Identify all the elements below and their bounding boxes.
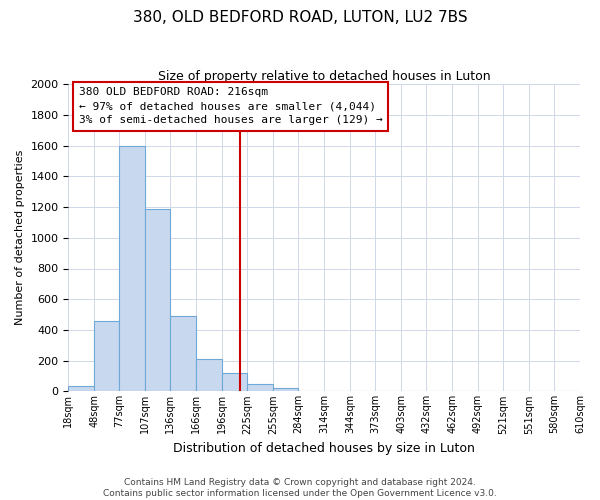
Bar	[273, 388, 298, 392]
Title: Size of property relative to detached houses in Luton: Size of property relative to detached ho…	[158, 70, 491, 83]
Text: Contains HM Land Registry data © Crown copyright and database right 2024.
Contai: Contains HM Land Registry data © Crown c…	[103, 478, 497, 498]
Bar	[196, 359, 222, 392]
Text: 380 OLD BEDFORD ROAD: 216sqm
← 97% of detached houses are smaller (4,044)
3% of : 380 OLD BEDFORD ROAD: 216sqm ← 97% of de…	[79, 87, 382, 125]
X-axis label: Distribution of detached houses by size in Luton: Distribution of detached houses by size …	[173, 442, 475, 455]
Bar	[119, 146, 145, 392]
Bar	[222, 373, 247, 392]
Bar	[94, 320, 119, 392]
Bar	[145, 208, 170, 392]
Bar	[68, 386, 94, 392]
Bar	[170, 316, 196, 392]
Bar	[247, 384, 273, 392]
Y-axis label: Number of detached properties: Number of detached properties	[15, 150, 25, 326]
Text: 380, OLD BEDFORD ROAD, LUTON, LU2 7BS: 380, OLD BEDFORD ROAD, LUTON, LU2 7BS	[133, 10, 467, 25]
